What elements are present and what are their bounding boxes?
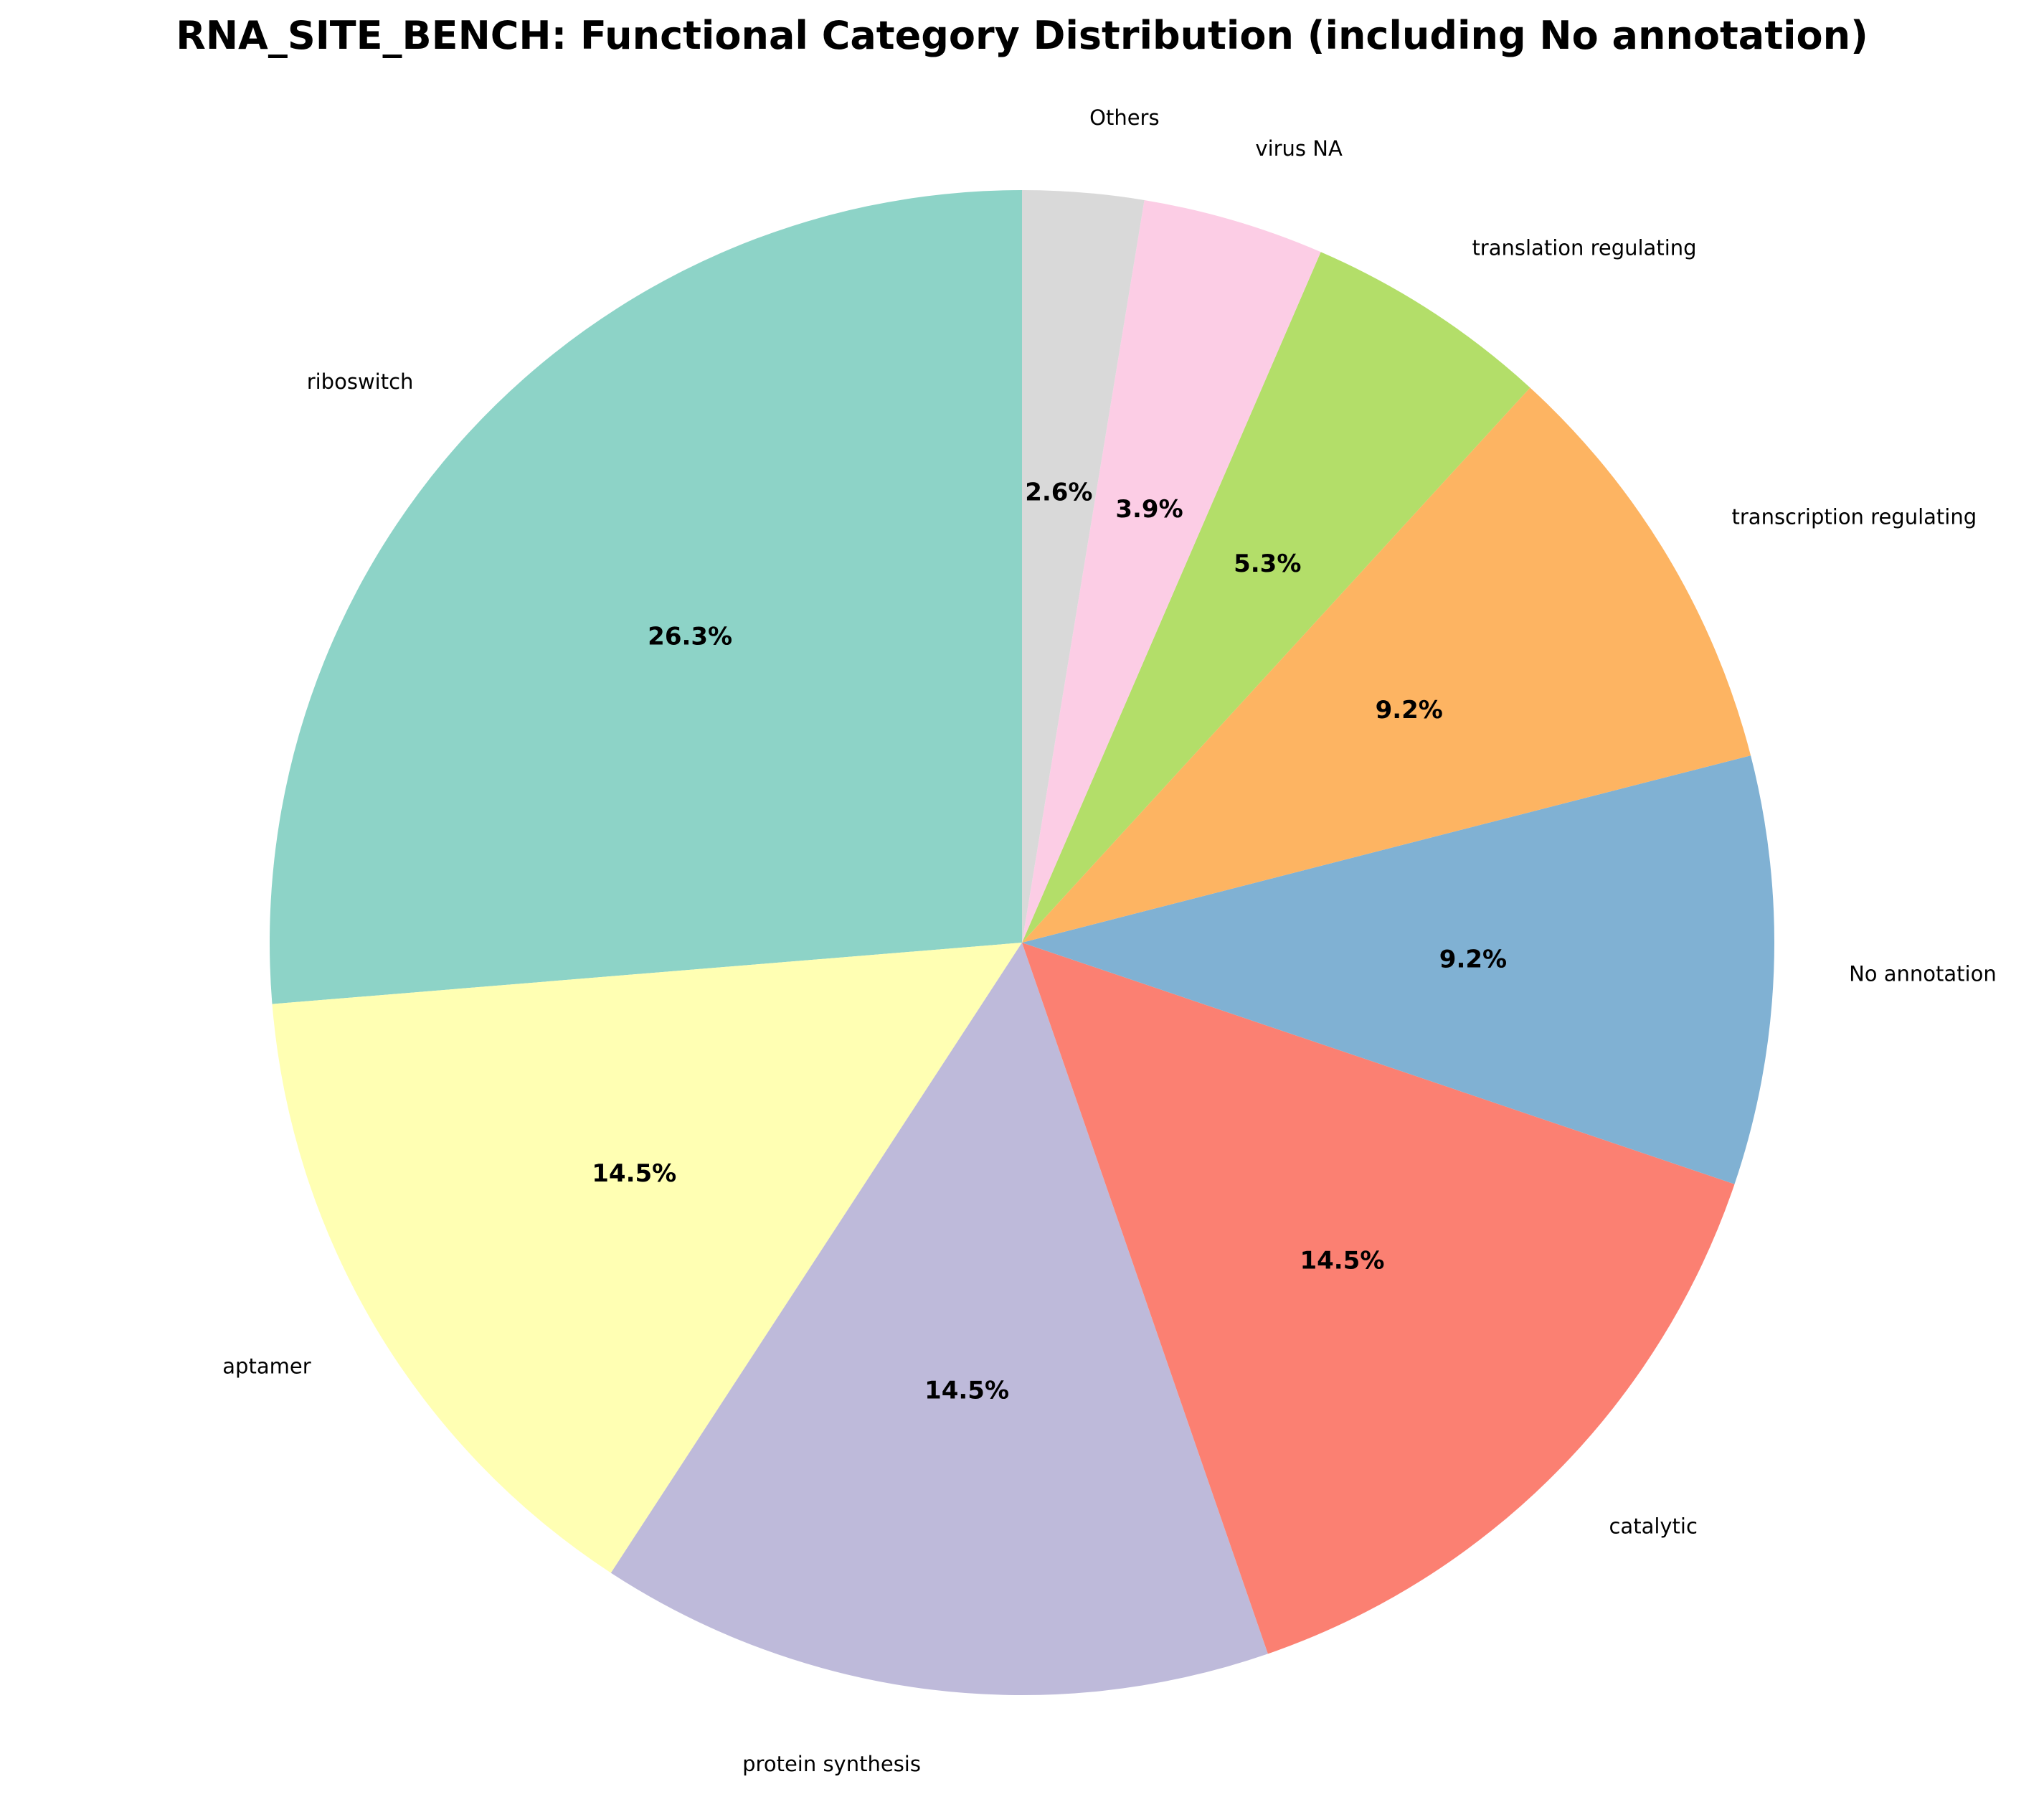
pie-category-label: No annotation	[1849, 961, 1997, 986]
labels-layer: 26.3% riboswitch 14.5% aptamer 14.5% protein …	[222, 105, 1996, 1776]
pie-slice-virus-na	[1022, 199, 1321, 943]
pie-pct-label: 3.9%	[1115, 495, 1183, 524]
pie-pct-label: 14.5%	[1300, 1247, 1384, 1275]
pie-category-label: virus NA	[1255, 136, 1343, 161]
pie-slice-transcription-regulating	[1022, 387, 1751, 943]
pie-category-label: aptamer	[222, 1354, 311, 1379]
pie-slice-no-annotation	[1022, 755, 1774, 1184]
pie-pct-label: 26.3%	[648, 622, 732, 651]
pie-slice-translation-regulating	[1022, 252, 1530, 943]
pie-slice-others	[1022, 190, 1145, 943]
pie-category-label: catalytic	[1609, 1514, 1697, 1538]
pie-pct-label: 14.5%	[592, 1159, 676, 1188]
pie-category-label: Others	[1089, 105, 1159, 130]
chart-title: RNA_SITE_BENCH: Functional Category Dist…	[176, 13, 1868, 58]
slices-layer	[270, 190, 1774, 1695]
pie-slice-protein-synthesis	[610, 943, 1268, 1695]
pie-pct-label: 14.5%	[924, 1377, 1009, 1405]
pie-pct-label: 9.2%	[1376, 696, 1443, 725]
pie-category-label: transcription regulating	[1732, 504, 1977, 529]
pie-category-label: translation regulating	[1472, 236, 1696, 260]
pie-category-label: riboswitch	[307, 369, 414, 394]
pie-category-label: protein synthesis	[742, 1752, 921, 1776]
pie-slice-riboswitch	[270, 190, 1023, 1004]
pie-slice-catalytic	[1022, 943, 1735, 1654]
pie-pct-label: 9.2%	[1439, 945, 1507, 974]
pie-slice-aptamer	[272, 943, 1022, 1573]
pie-pct-label: 2.6%	[1025, 478, 1092, 507]
pie-pct-label: 5.3%	[1234, 550, 1301, 578]
